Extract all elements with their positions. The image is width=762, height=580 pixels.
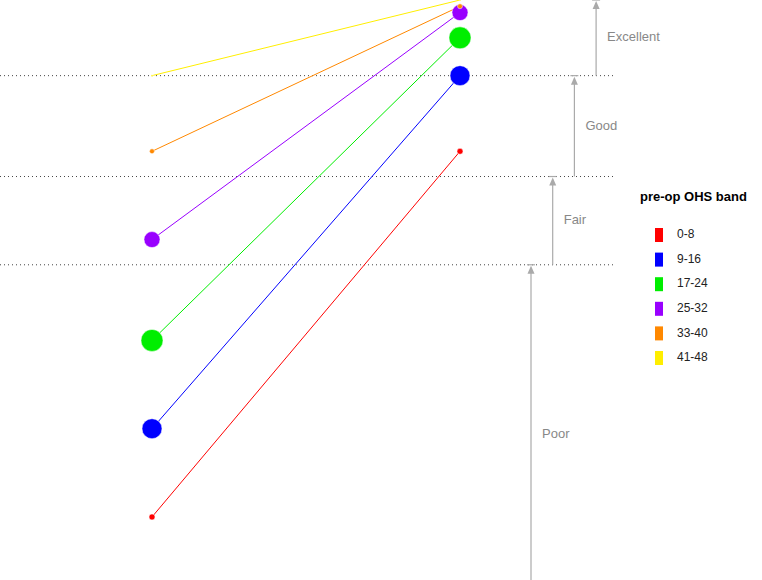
svg-text:0-8: 0-8 — [677, 227, 695, 241]
svg-text:Poor: Poor — [542, 426, 570, 441]
svg-text:Good: Good — [585, 118, 617, 133]
svg-text:17-24: 17-24 — [677, 276, 708, 290]
svg-text:25-32: 25-32 — [677, 301, 708, 315]
svg-text:pre-op OHS band: pre-op OHS band — [640, 189, 747, 204]
svg-text:9-16: 9-16 — [677, 252, 701, 266]
svg-text:41-48: 41-48 — [677, 350, 708, 364]
svg-text:Fair: Fair — [564, 212, 587, 227]
svg-text:33-40: 33-40 — [677, 326, 708, 340]
svg-text:Excellent: Excellent — [607, 29, 660, 44]
